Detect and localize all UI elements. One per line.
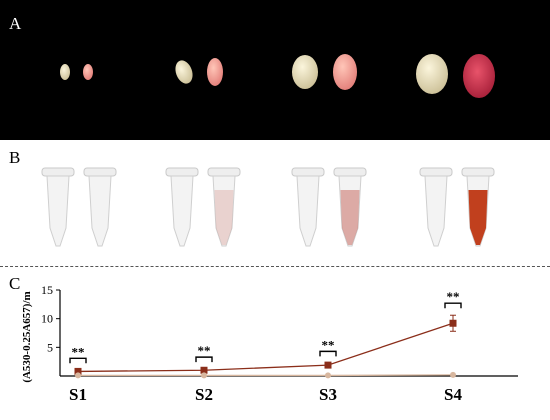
y-tick-label: 5: [47, 340, 53, 354]
white-extract-tube: [165, 167, 199, 247]
data-point: [449, 319, 457, 327]
data-point: [325, 372, 331, 379]
red-seed: [207, 58, 223, 86]
series-line: [77, 322, 454, 373]
x-tick-label: S3: [319, 385, 337, 404]
red-extract-tube: [207, 167, 241, 247]
significance-stars: **: [447, 289, 460, 304]
data-point: [200, 366, 208, 374]
y-tick-label: 10: [41, 312, 53, 326]
white-extract-tube: [291, 167, 325, 247]
red-seed: [333, 54, 357, 90]
data-point: [450, 371, 456, 378]
seed-photos: [60, 54, 495, 98]
white-seed: [175, 60, 193, 84]
red-seed: [83, 64, 93, 80]
x-tick-label: S1: [69, 385, 87, 404]
data-point: [75, 372, 81, 379]
white-seed: [60, 64, 70, 80]
white-seed: [416, 54, 448, 94]
significance-bracket: [195, 356, 213, 363]
panel-a-label: A: [9, 14, 22, 33]
red-extract-tube: [333, 167, 367, 247]
panel-divider: [0, 266, 550, 267]
panel-a-seeds: A: [0, 0, 550, 140]
data-point: [324, 361, 332, 369]
seed-pair-s2: [175, 58, 223, 86]
white-extract-tube: [41, 167, 75, 247]
y-axis-label: (A530-0.25A657)/m: [21, 291, 33, 382]
seed-pair-s3: [292, 54, 357, 90]
panel-c-chart: C 5 10 15 (A530-0.25A657)/m S1 S2 S3 S4 ** ** ** **: [0, 268, 550, 415]
data-point: [74, 367, 82, 375]
tube-photos: [41, 167, 495, 247]
panel-c-label: C: [9, 274, 21, 293]
white-seed: [292, 55, 318, 89]
white-extract-tube: [419, 167, 453, 247]
red-extract-tube: [461, 167, 495, 247]
x-tick-label: S4: [444, 385, 462, 404]
panel-b-label: B: [9, 148, 21, 167]
x-tick-label: S2: [195, 385, 213, 404]
red-extract-tube: [83, 167, 117, 247]
y-tick-label: 15: [41, 283, 53, 297]
series-line: [78, 374, 454, 377]
significance-stars: **: [72, 344, 85, 359]
seed-pair-s1: [60, 64, 93, 80]
anthocyanin-chart: 5 10 15 (A530-0.25A657)/m S1 S2 S3 S4 ** ** ** **: [21, 283, 518, 404]
panel-b-tubes: B: [0, 140, 550, 266]
significance-bracket: [319, 350, 337, 357]
significance-bracket: [444, 302, 462, 309]
seed-pair-s4: [416, 54, 495, 98]
significance-stars: **: [198, 343, 211, 358]
significance-stars: **: [322, 337, 335, 352]
significance-bracket: [69, 357, 87, 364]
data-point: [201, 372, 207, 379]
red-seed: [463, 54, 495, 98]
